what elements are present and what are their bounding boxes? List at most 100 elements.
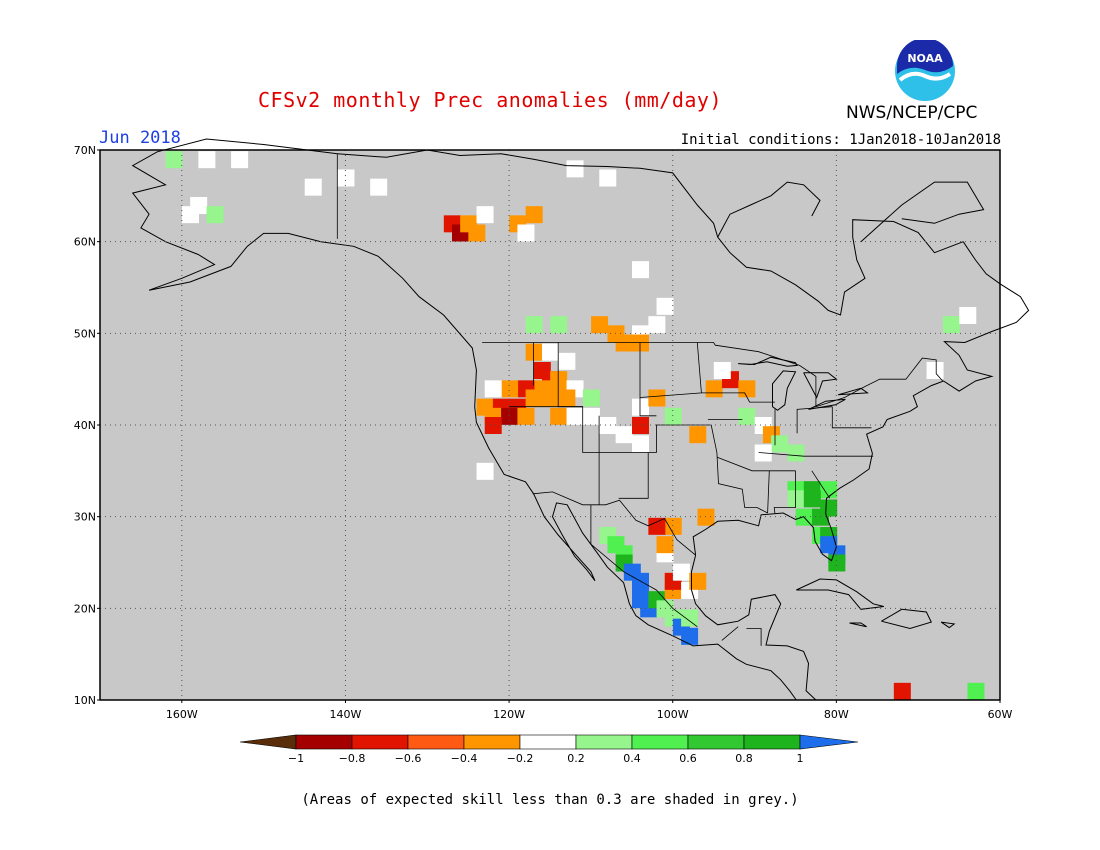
coastline-2 xyxy=(691,555,817,701)
lon-label-5: 60W xyxy=(988,708,1013,721)
anomaly-cell-108 xyxy=(664,517,682,535)
border-3 xyxy=(746,628,762,646)
lat-label-3: 40N xyxy=(74,419,96,432)
lat-label-5: 20N xyxy=(74,602,96,615)
anomaly-cell-1 xyxy=(198,151,216,169)
colorbar-label-2: −0.6 xyxy=(395,752,422,765)
coastline-3 xyxy=(717,181,964,316)
anomaly-cell-12 xyxy=(460,215,478,233)
anomaly-cell-113 xyxy=(959,307,977,324)
lake-0 xyxy=(738,356,798,367)
logo-text: NOAA xyxy=(907,52,943,65)
anomaly-cell-4 xyxy=(370,178,388,196)
lat-label-2: 50N xyxy=(74,327,96,340)
anomaly-cell-72 xyxy=(787,444,805,462)
border-22 xyxy=(721,626,739,641)
anomaly-cell-48 xyxy=(501,407,519,425)
anomaly-cell-77 xyxy=(803,490,821,508)
anomaly-cell-99 xyxy=(681,627,699,645)
anomaly-cell-57 xyxy=(632,435,649,453)
colorbar-label-9: 1 xyxy=(797,752,804,765)
anomaly-cell-23 xyxy=(591,316,609,334)
anomaly-cell-21 xyxy=(525,316,543,334)
anomaly-cell-105 xyxy=(689,572,707,590)
skill-note: (Areas of expected skill less than 0.3 a… xyxy=(301,792,799,808)
anomaly-cell-22 xyxy=(550,316,568,334)
border-16 xyxy=(773,470,796,514)
border-9 xyxy=(618,452,649,499)
anomaly-cell-67 xyxy=(738,407,756,425)
anomaly-cell-40 xyxy=(484,380,502,398)
colorbar-label-1: −0.8 xyxy=(339,752,366,765)
colorbar-swatch-5 xyxy=(519,734,577,750)
border-19 xyxy=(831,406,872,429)
graticule xyxy=(100,150,1000,700)
anomaly-cell-107 xyxy=(656,536,674,554)
anomaly-cell-44 xyxy=(525,389,543,407)
anomaly-cell-13 xyxy=(476,206,494,224)
anomaly-cell-39 xyxy=(501,380,519,398)
lon-label-4: 80W xyxy=(824,708,849,721)
coastline-5 xyxy=(796,578,884,610)
border-13 xyxy=(758,452,874,457)
anomaly-cell-70 xyxy=(771,435,789,453)
noaa-logo: NOAA xyxy=(895,40,955,101)
colorbar-swatch-7 xyxy=(631,734,689,750)
anomaly-cell-53 xyxy=(582,407,600,425)
map-panel: 70N 60N 50N 40N 30N 20N 10N 160W 140W 120W 100W 80… xyxy=(74,138,1030,721)
anomaly-cell-100 xyxy=(681,609,699,627)
anomaly-cell-3 xyxy=(337,169,355,187)
anomaly-cell-112 xyxy=(942,316,960,334)
anomaly-cell-115 xyxy=(893,682,911,700)
colorbar-swatch-3 xyxy=(407,734,465,750)
anomaly-cell-49 xyxy=(517,407,535,425)
lake-2 xyxy=(803,372,838,399)
colorbar-label-6: 0.4 xyxy=(623,752,641,765)
anomaly-cell-76 xyxy=(787,490,805,508)
anomaly-cell-61 xyxy=(648,389,666,407)
colorbar-arrow-left xyxy=(239,734,297,750)
border-17 xyxy=(811,470,831,499)
colorbar-label-3: −0.4 xyxy=(451,752,478,765)
lon-label-2: 120W xyxy=(493,708,525,721)
colorbar-label-8: 0.8 xyxy=(735,752,753,765)
colorbar-labels: −1 −0.8 −0.6 −0.4 −0.2 0.2 0.4 0.6 0.8 1 xyxy=(288,752,804,765)
colorbar-swatches xyxy=(239,734,859,750)
anomaly-cell-59 xyxy=(632,398,649,416)
coastline-9 xyxy=(860,181,985,243)
anomaly-cell-8 xyxy=(182,206,199,224)
anomaly-cell-103 xyxy=(672,563,690,581)
coastline-7 xyxy=(849,622,867,628)
longitude-labels: 160W 140W 120W 100W 80W 60W xyxy=(166,700,1013,721)
coastline-6 xyxy=(881,608,933,630)
anomaly-cell-15 xyxy=(525,206,543,224)
lon-label-0: 160W xyxy=(166,708,198,721)
anomaly-cell-5 xyxy=(304,178,322,196)
lake-1 xyxy=(772,370,797,411)
colorbar-arrow-right xyxy=(799,734,859,750)
anomaly-cell-17 xyxy=(566,160,584,178)
anomaly-cell-7 xyxy=(206,206,224,224)
title-text: CFSv2 monthly Prec anomalies (mm/day) xyxy=(257,88,723,112)
colorbar-swatch-8 xyxy=(687,734,745,750)
anomaly-cell-62 xyxy=(689,426,707,444)
colorbar-label-4: −0.2 xyxy=(507,752,534,765)
colorbar-swatch-6 xyxy=(575,734,633,750)
anomaly-cell-85 xyxy=(828,554,846,572)
anomaly-cell-50 xyxy=(484,417,502,434)
anomaly-cell-109 xyxy=(648,517,666,535)
coastline-8 xyxy=(940,621,956,629)
border-5 xyxy=(639,342,657,417)
border-14 xyxy=(716,456,796,472)
anomaly-cell-0 xyxy=(165,151,183,169)
border-21 xyxy=(590,504,698,628)
colorbar-swatch-9 xyxy=(743,734,801,750)
coastlines xyxy=(131,138,1030,701)
anomaly-cell-2 xyxy=(231,151,249,169)
anomaly-cell-65 xyxy=(738,380,756,398)
anomaly-cell-111 xyxy=(476,462,494,480)
anomaly-cell-31 xyxy=(558,352,576,370)
anomaly-cells xyxy=(165,151,985,700)
anomaly-cell-29 xyxy=(525,343,543,361)
anomaly-cell-51 xyxy=(550,407,568,425)
